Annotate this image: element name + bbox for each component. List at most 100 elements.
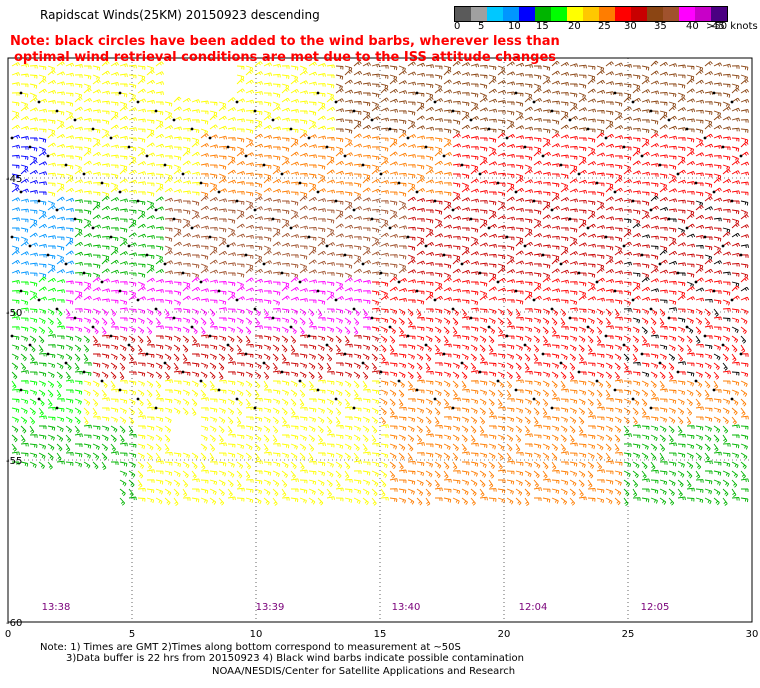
wind-barb [416, 425, 423, 434]
wind-barb [290, 380, 298, 387]
wind-barb [119, 425, 126, 434]
wind-barb [83, 434, 92, 439]
wind-barb [236, 479, 242, 488]
wind-barb [191, 470, 197, 479]
contamination-marker [334, 298, 338, 302]
wind-barb [362, 173, 371, 179]
wind-barb [137, 335, 144, 344]
wind-barb [524, 209, 533, 214]
wind-barb [290, 497, 299, 503]
wind-barb [659, 470, 668, 475]
wind-barb [273, 146, 281, 151]
wind-barb [731, 74, 740, 79]
wind-barb [506, 407, 515, 412]
wind-barb [605, 325, 614, 330]
wind-barb [623, 116, 633, 121]
wind-barb [335, 470, 342, 479]
wind-barb [336, 362, 344, 367]
wind-barb [83, 263, 92, 267]
wind-barb [587, 118, 596, 123]
contamination-marker [172, 118, 176, 122]
wind-barb [524, 425, 530, 434]
wind-barb [74, 335, 82, 343]
wind-barb [507, 101, 515, 106]
wind-barb [119, 281, 128, 285]
wind-barb [128, 443, 137, 448]
wind-barb [506, 416, 515, 423]
wind-barb [560, 289, 569, 294]
wind-speed-legend-labels: 0 5 10 15 20 25 30 35 40 45 >50 knots [448, 21, 758, 33]
wind-barb [362, 114, 371, 121]
wind-barb [317, 335, 326, 342]
wind-barb [200, 334, 209, 339]
wind-barb [92, 99, 102, 104]
wind-barb [218, 105, 227, 112]
wind-barb [641, 171, 651, 176]
wind-barb [182, 479, 189, 488]
wind-barb [290, 65, 299, 71]
wind-barb [569, 362, 576, 371]
wind-barb [308, 479, 317, 485]
wind-barb [524, 353, 531, 362]
wind-barb [533, 487, 542, 491]
wind-barb [110, 164, 119, 169]
wind-barb [344, 497, 353, 503]
wind-barb [281, 416, 287, 425]
wind-barb [326, 97, 335, 103]
contamination-marker [262, 262, 266, 266]
wind-barb [155, 153, 165, 158]
wind-barb [272, 461, 281, 468]
wind-barb [506, 279, 516, 284]
wind-barb [443, 380, 451, 388]
wind-barb [56, 371, 63, 380]
wind-barb [11, 308, 17, 317]
wind-barb [164, 443, 170, 452]
wind-barb [740, 171, 750, 176]
wind-barb [47, 142, 56, 148]
wind-barb [488, 214, 497, 220]
wind-barb [740, 128, 749, 133]
legend-label: 35 [654, 21, 667, 32]
wind-barb [461, 451, 470, 456]
wind-barb [218, 164, 227, 170]
wind-barb [596, 172, 605, 177]
wind-barb [632, 170, 642, 175]
wind-barb [461, 114, 470, 121]
wind-barb [434, 272, 443, 278]
wind-barb [200, 371, 208, 379]
wind-barb [128, 137, 137, 142]
wind-barb [353, 196, 362, 202]
wind-barb [137, 253, 146, 258]
wind-barb [371, 398, 380, 405]
wind-barb [470, 251, 479, 256]
contamination-marker [604, 334, 608, 338]
wind-barb [551, 288, 561, 293]
wind-barb [155, 143, 165, 148]
wind-barb [101, 317, 108, 326]
wind-barb [344, 214, 353, 220]
wind-barb [695, 119, 704, 124]
wind-barb [308, 101, 317, 106]
wind-barb [659, 61, 668, 67]
wind-barb [281, 470, 288, 478]
wind-barb [650, 362, 659, 369]
wind-barb [47, 434, 55, 441]
wind-barb [56, 299, 65, 303]
contamination-marker [406, 235, 410, 239]
wind-barb [479, 479, 486, 488]
wind-barb [155, 344, 164, 350]
wind-barb [209, 299, 218, 304]
wind-barb [416, 164, 425, 170]
wind-barb [164, 145, 173, 149]
wind-barb [272, 389, 281, 395]
wind-barb [506, 325, 515, 330]
wind-barb [434, 416, 440, 425]
wind-barb [353, 119, 362, 125]
wind-barb [92, 65, 101, 71]
wind-barb [722, 299, 731, 306]
wind-barb [713, 434, 720, 443]
wind-barb [740, 98, 750, 103]
wind-barb [20, 116, 29, 121]
wind-barb [416, 461, 425, 467]
wind-barb [704, 71, 713, 76]
